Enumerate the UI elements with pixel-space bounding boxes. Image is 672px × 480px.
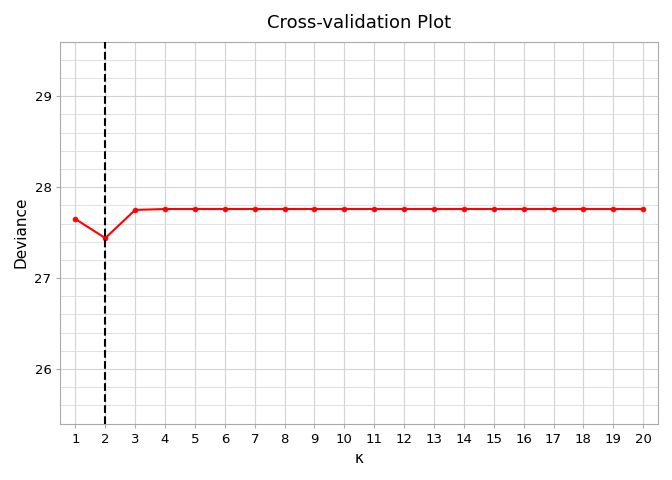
X-axis label: κ: κ — [355, 451, 364, 466]
Y-axis label: Deviance: Deviance — [14, 197, 29, 268]
Title: Cross-validation Plot: Cross-validation Plot — [267, 14, 452, 32]
